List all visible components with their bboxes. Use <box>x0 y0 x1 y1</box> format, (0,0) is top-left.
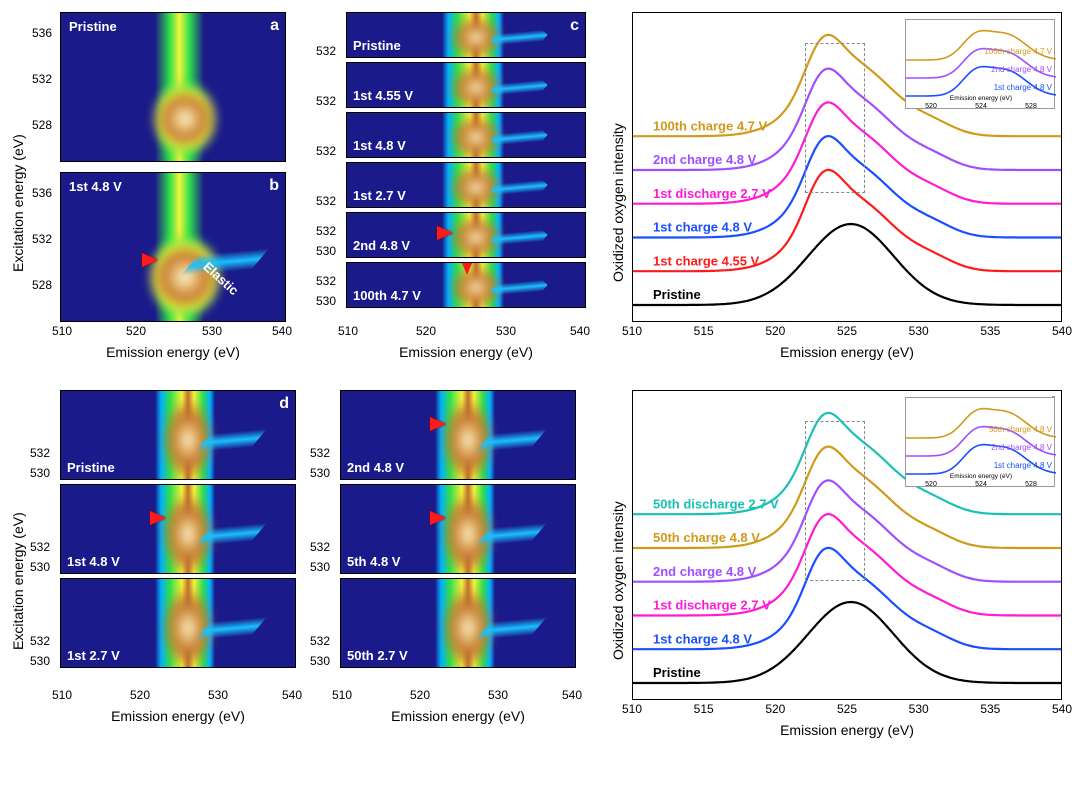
svg-text:528: 528 <box>1025 103 1037 110</box>
heatmap-strip: Pristine c <box>346 12 586 58</box>
heatmap-strip: 1st 4.8 V <box>346 112 586 158</box>
svg-text:Emission energy (eV): Emission energy (eV) <box>950 473 1012 480</box>
trace-label: 1st charge 4.55 V <box>653 253 760 268</box>
strip-state-label: 100th 4.7 V <box>353 288 421 303</box>
heatmap-strip: 50th 2.7 V <box>340 578 576 668</box>
strip-state-label: Pristine <box>353 38 401 53</box>
strip-state-label: 1st 4.8 V <box>67 554 120 569</box>
panel-f-inset: 1st charge 4.8 V 2nd charge 4.8 V 50th cha… <box>905 397 1055 487</box>
panel-a-letter: a <box>270 17 279 35</box>
x-axis-title-c: Emission energy (eV) <box>346 344 586 360</box>
strip-arrow <box>430 417 446 431</box>
svg-text:528: 528 <box>1025 481 1037 488</box>
trace-label: 1st charge 4.8 V <box>653 631 752 646</box>
x-axis-title-e: Emission energy (eV) <box>632 344 1062 360</box>
strip-state-label: 1st 4.55 V <box>353 88 413 103</box>
strip-arrow <box>461 262 473 275</box>
panel-e-dashbox <box>805 43 865 193</box>
strip-state-label: 1st 2.7 V <box>67 648 120 663</box>
svg-text:2nd charge 4.8 V: 2nd charge 4.8 V <box>991 443 1053 452</box>
x-axis-title-d-left: Emission energy (eV) <box>60 708 296 724</box>
panel-a-state-label: Pristine <box>69 19 117 34</box>
heatmap-strip: 1st 4.8 V <box>60 484 296 574</box>
panel-c-container: Pristinec532 1st 4.55 V532 1st 4.8 V532 … <box>304 12 594 372</box>
heatmap-strip: 1st 2.7 V <box>60 578 296 668</box>
trace-label: 100th charge 4.7 V <box>653 118 767 133</box>
strip-state-label: 2nd 4.8 V <box>353 238 410 253</box>
heatmap-strip: 100th 4.7 V <box>346 262 586 308</box>
heatmap-strip: 1st 4.55 V <box>346 62 586 108</box>
strip-state-label: Pristine <box>67 460 115 475</box>
trace-label: 50th charge 4.8 V <box>653 530 760 545</box>
lineplot-e: e Pristine1st charge 4.55 V1st charge 4.… <box>632 12 1062 322</box>
strip-arrow <box>430 511 446 525</box>
heatmap-strip: Pristine d <box>60 390 296 480</box>
panel-e-container: Oxidized oxygen intensity e Pristine1st … <box>604 12 1074 372</box>
lineplot-f: f Pristine1st charge 4.8 V1st discharge … <box>632 390 1062 700</box>
svg-text:520: 520 <box>925 103 937 110</box>
panel-f-container: Oxidized oxygen intensity f Pristine1st … <box>604 390 1074 750</box>
svg-text:Emission energy (eV): Emission energy (eV) <box>950 95 1012 102</box>
y-axis-title-ab: Excitation energy (eV) <box>10 134 26 272</box>
svg-text:2nd charge 4.8 V: 2nd charge 4.8 V <box>991 65 1053 74</box>
strip-state-label: 50th 2.7 V <box>347 648 408 663</box>
panel-d-container: Excitation energy (eV) Pristined530532 1… <box>4 390 594 750</box>
figure-grid: Excitation energy (eV) Pristine a 536 53… <box>0 0 1080 762</box>
trace-label: Pristine <box>653 287 701 302</box>
y-axis-title-e: Oxidized oxygen intensity <box>610 123 626 282</box>
strip-arrow <box>437 226 453 240</box>
panel-b-letter: b <box>269 177 279 195</box>
svg-text:50th charge 4.8 V: 50th charge 4.8 V <box>989 425 1053 434</box>
trace-label: 2nd charge 4.8 V <box>653 564 757 579</box>
trace-label: 1st discharge 2.7 V <box>653 186 771 201</box>
strip-arrow <box>150 511 166 525</box>
heatmap-panel-b: 1st 4.8 V Elastic b <box>60 172 286 322</box>
strip-state-label: 1st 4.8 V <box>353 138 406 153</box>
trace-label: Pristine <box>653 665 701 680</box>
x-axis-title-f: Emission energy (eV) <box>632 722 1062 738</box>
svg-text:1st charge 4.8 V: 1st charge 4.8 V <box>994 461 1053 470</box>
panel-b-arrow <box>142 253 158 267</box>
y-axis-title-f: Oxidized oxygen intensity <box>610 501 626 660</box>
heatmap-strip: 1st 2.7 V <box>346 162 586 208</box>
x-axis-title-ab: Emission energy (eV) <box>60 344 286 360</box>
strip-state-label: 5th 4.8 V <box>347 554 400 569</box>
heatmap-strip: 2nd 4.8 V <box>346 212 586 258</box>
panel-e-inset: 1st charge 4.8 V 2nd charge 4.8 V 100th ch… <box>905 19 1055 109</box>
strip-state-label: 1st 2.7 V <box>353 188 406 203</box>
svg-text:100th charge 4.7 V: 100th charge 4.7 V <box>984 47 1052 56</box>
heatmap-strip: 2nd 4.8 V <box>340 390 576 480</box>
trace-label: 2nd charge 4.8 V <box>653 152 757 167</box>
svg-text:524: 524 <box>975 481 987 488</box>
y-axis-title-d: Excitation energy (eV) <box>10 512 26 650</box>
panel-letter: c <box>570 17 579 35</box>
panel-letter: d <box>279 395 289 413</box>
trace-label: 1st discharge 2.7 V <box>653 598 771 613</box>
svg-text:520: 520 <box>925 481 937 488</box>
svg-text:1st charge 4.8 V: 1st charge 4.8 V <box>994 83 1053 92</box>
x-axis-title-d-right: Emission energy (eV) <box>340 708 576 724</box>
heatmap-strip: 5th 4.8 V <box>340 484 576 574</box>
svg-text:524: 524 <box>975 103 987 110</box>
trace-label: 1st charge 4.8 V <box>653 220 752 235</box>
panel-b-state-label: 1st 4.8 V <box>69 179 122 194</box>
panel-f-dashbox <box>805 421 865 581</box>
strip-state-label: 2nd 4.8 V <box>347 460 404 475</box>
heatmap-panel-a: Pristine a <box>60 12 286 162</box>
panel-ab-container: Excitation energy (eV) Pristine a 536 53… <box>4 12 294 372</box>
trace-label: 50th discharge 2.7 V <box>653 496 779 511</box>
